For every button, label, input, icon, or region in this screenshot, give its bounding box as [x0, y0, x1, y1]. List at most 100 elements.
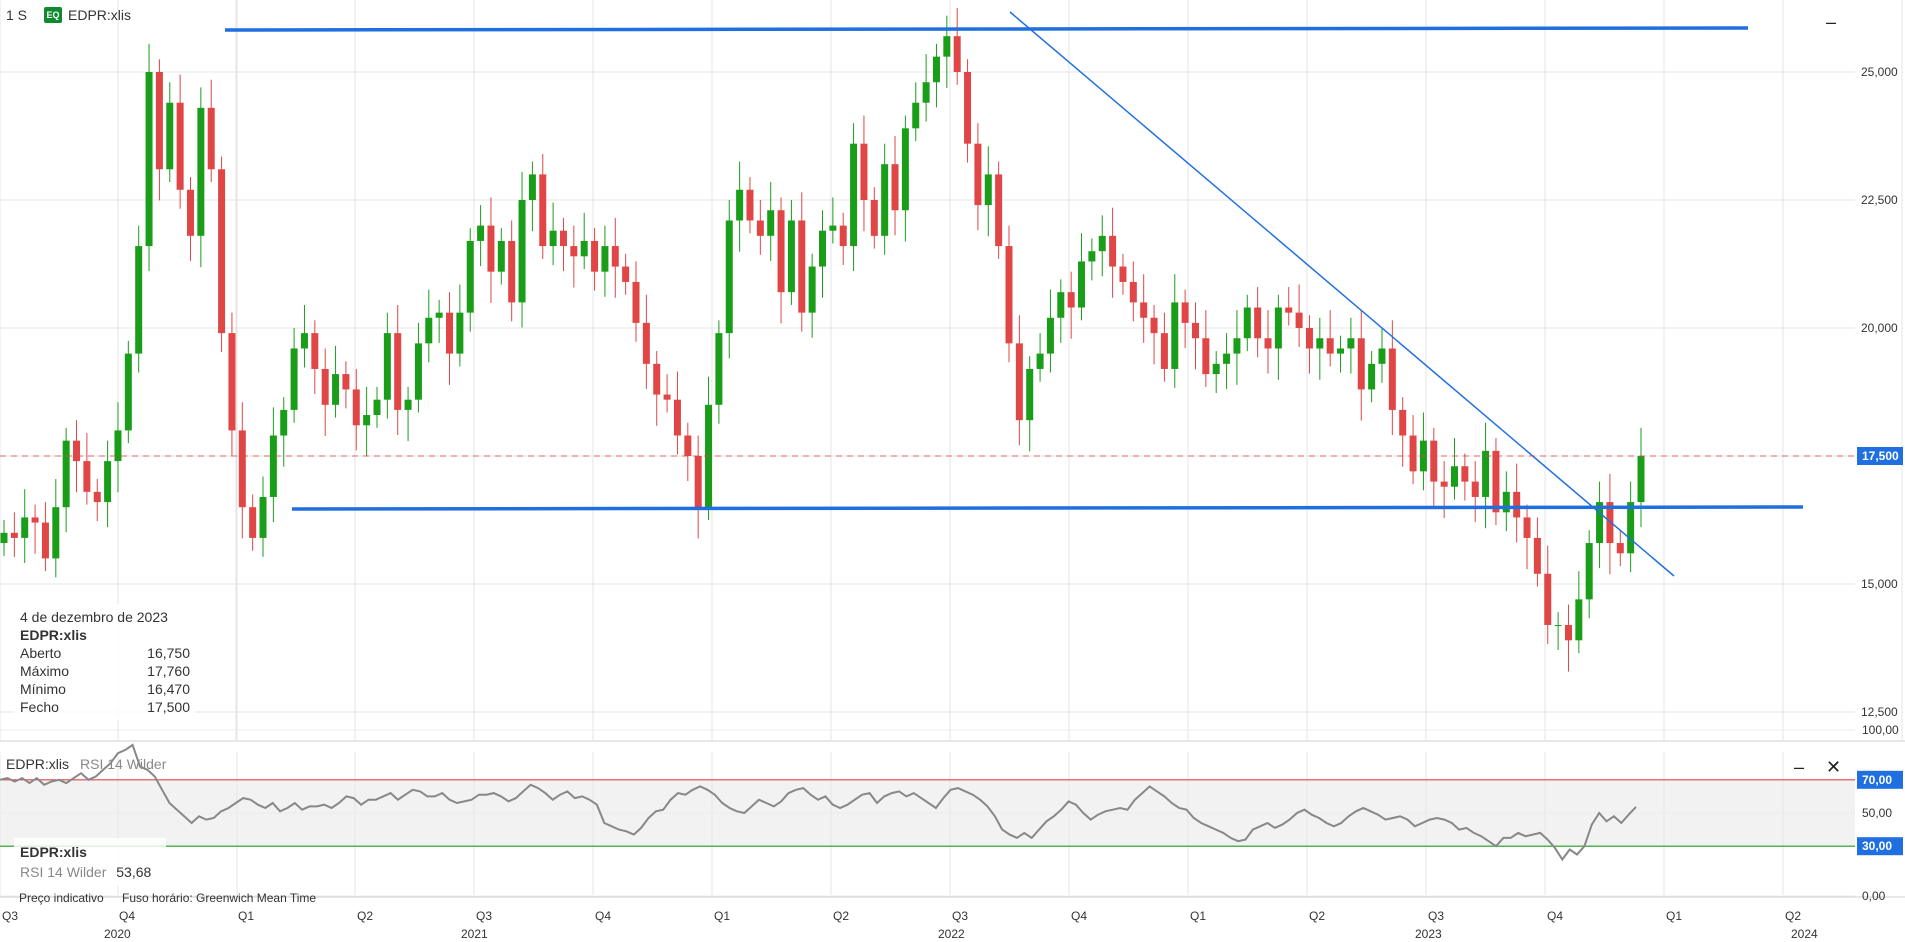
- candle-body: [953, 36, 961, 72]
- candle-body: [549, 230, 557, 247]
- info-row-low: Mínimo 16,470: [20, 680, 190, 698]
- x-year-label: 2023: [1415, 927, 1442, 941]
- candle-body: [300, 333, 308, 349]
- x-quarter-label: Q2: [1785, 909, 1801, 923]
- candle-body: [653, 363, 661, 395]
- ohlc-info-box: 4 de dezembro de 2023 EDPR:xlis Aberto 16…: [14, 604, 196, 720]
- candle-body: [715, 333, 723, 405]
- candle-body: [601, 246, 609, 272]
- info-row-close: Fecho 17,500: [20, 698, 190, 716]
- x-quarter-label: Q2: [1309, 909, 1325, 923]
- rsi-minimize-icon[interactable]: –: [1794, 757, 1805, 777]
- candle-body: [62, 440, 70, 508]
- candle-body: [1036, 353, 1044, 369]
- candle-body: [73, 440, 81, 462]
- info-value: 16,750: [147, 645, 190, 661]
- info-symbol: EDPR:xlis: [20, 627, 87, 643]
- candle-body: [1264, 338, 1272, 349]
- candle-body: [1482, 450, 1490, 497]
- candle-body: [446, 312, 454, 354]
- candle-body: [435, 312, 443, 318]
- rsi-panel-indicator[interactable]: RSI 14 Wilder: [80, 756, 167, 772]
- interval-label[interactable]: 1 S: [6, 7, 28, 23]
- candle-body: [1274, 307, 1282, 349]
- candle-body: [580, 240, 588, 257]
- candle-body: [767, 210, 775, 236]
- candle-body: [1191, 322, 1199, 339]
- rsi-level-label: 70,00: [1862, 773, 1892, 787]
- candle-body: [1233, 338, 1241, 354]
- candle-body: [518, 200, 526, 303]
- candle-body: [860, 143, 868, 200]
- rsi-tick-label: 100,00: [1862, 723, 1899, 737]
- candle-body: [1357, 338, 1365, 390]
- rsi-panel-symbol[interactable]: EDPR:xlis: [6, 756, 70, 772]
- x-quarter-label: Q3: [1428, 909, 1444, 923]
- candle-body: [901, 128, 909, 211]
- candle-body: [1295, 312, 1303, 328]
- candle-body: [228, 333, 236, 431]
- resistance-line: [224, 26, 1749, 32]
- candle-body: [1388, 348, 1396, 410]
- candle-body: [186, 189, 194, 236]
- candle-body: [570, 246, 578, 257]
- candle-body: [787, 220, 795, 293]
- price-tick-label: 25,000: [1861, 65, 1898, 79]
- candle-body: [1326, 338, 1334, 354]
- x-quarter-label: Q3: [2, 909, 18, 923]
- candle-body: [1181, 302, 1189, 323]
- rsi-info-label: RSI 14 Wilder: [20, 864, 107, 880]
- info-label: Fecho: [20, 699, 59, 715]
- info-value: 17,500: [147, 699, 190, 715]
- candle-body: [611, 246, 619, 267]
- candle-body: [383, 333, 391, 400]
- candle-body: [632, 281, 640, 323]
- indicative-price-note: Preço indicativo: [19, 891, 104, 905]
- info-label: Mínimo: [20, 681, 66, 697]
- candle-body: [808, 266, 816, 313]
- candle-body: [487, 225, 495, 272]
- x-quarter-label: Q1: [1666, 909, 1682, 923]
- rsi-close-icon[interactable]: ✕: [1826, 757, 1842, 777]
- candle-body: [363, 415, 371, 426]
- x-year-label: 2021: [461, 927, 488, 941]
- candle-body: [238, 430, 246, 508]
- candle-body: [1596, 502, 1604, 544]
- x-year-label: 2024: [1791, 927, 1818, 941]
- x-quarter-label: Q2: [833, 909, 849, 923]
- candle-body: [1015, 343, 1023, 421]
- candle-body: [1046, 317, 1054, 354]
- candle-body: [694, 456, 702, 508]
- timezone-note: Fuso horário: Greenwich Mean Time: [122, 891, 317, 905]
- candle-body: [881, 164, 889, 236]
- candle-body: [922, 82, 930, 103]
- candle-body: [1212, 363, 1220, 375]
- x-quarter-label: Q4: [1547, 909, 1563, 923]
- candle-body: [466, 240, 474, 313]
- support-line: [291, 505, 1804, 511]
- candle-body: [83, 461, 91, 492]
- candle-body: [104, 461, 112, 503]
- candle-body: [41, 522, 49, 559]
- candle-body: [1440, 481, 1448, 487]
- rsi-info-value: 53,68: [116, 864, 152, 880]
- candle-body: [1026, 368, 1034, 421]
- rsi-info-row: RSI 14 Wilder 53,68: [20, 862, 160, 882]
- symbol-title[interactable]: EDPR:xlis: [68, 7, 132, 23]
- minimize-icon[interactable]: –: [1826, 12, 1837, 32]
- candle-body: [1492, 450, 1500, 513]
- rsi-tick-label: 0,00: [1862, 889, 1886, 903]
- candle-body: [1243, 307, 1251, 339]
- candle-body: [1564, 624, 1572, 641]
- candle-body: [891, 164, 899, 211]
- candle-body: [1109, 235, 1117, 267]
- candle-body: [280, 409, 288, 436]
- candle-body: [10, 532, 18, 538]
- x-quarter-label: Q4: [119, 909, 135, 923]
- candle-body: [197, 107, 205, 236]
- candle-body: [1513, 491, 1521, 518]
- candle-body: [135, 246, 143, 354]
- candle-body: [1471, 481, 1479, 497]
- candle-body: [1171, 302, 1179, 369]
